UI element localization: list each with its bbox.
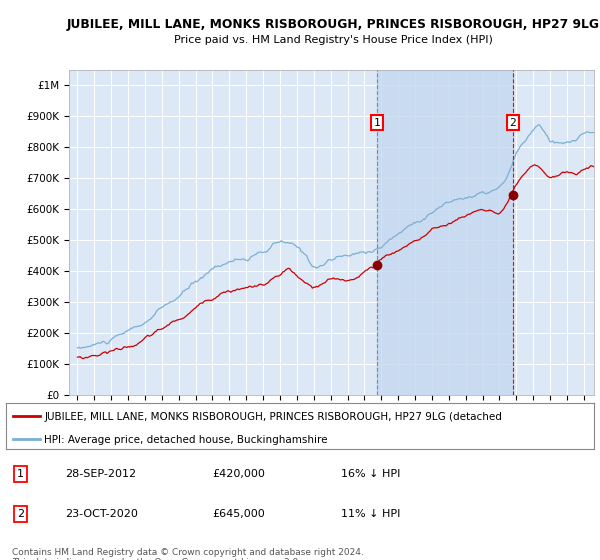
Text: 23-OCT-2020: 23-OCT-2020 — [65, 509, 137, 519]
Text: JUBILEE, MILL LANE, MONKS RISBOROUGH, PRINCES RISBOROUGH, HP27 9LG (detached: JUBILEE, MILL LANE, MONKS RISBOROUGH, PR… — [44, 412, 502, 422]
Text: £645,000: £645,000 — [212, 509, 265, 519]
Text: 11% ↓ HPI: 11% ↓ HPI — [341, 509, 401, 519]
Text: HPI: Average price, detached house, Buckinghamshire: HPI: Average price, detached house, Buck… — [44, 435, 328, 445]
Text: £420,000: £420,000 — [212, 469, 265, 479]
Text: JUBILEE, MILL LANE, MONKS RISBOROUGH, PRINCES RISBOROUGH, HP27 9LG: JUBILEE, MILL LANE, MONKS RISBOROUGH, PR… — [67, 17, 599, 31]
Text: 16% ↓ HPI: 16% ↓ HPI — [341, 469, 401, 479]
Text: 1: 1 — [17, 469, 24, 479]
Text: 28-SEP-2012: 28-SEP-2012 — [65, 469, 136, 479]
Text: 2: 2 — [17, 509, 24, 519]
Bar — [377, 70, 513, 395]
Text: Contains HM Land Registry data © Crown copyright and database right 2024.
This d: Contains HM Land Registry data © Crown c… — [12, 548, 364, 560]
Text: Price paid vs. HM Land Registry's House Price Index (HPI): Price paid vs. HM Land Registry's House … — [173, 35, 493, 45]
Text: 2: 2 — [509, 118, 517, 128]
Text: 1: 1 — [374, 118, 380, 128]
